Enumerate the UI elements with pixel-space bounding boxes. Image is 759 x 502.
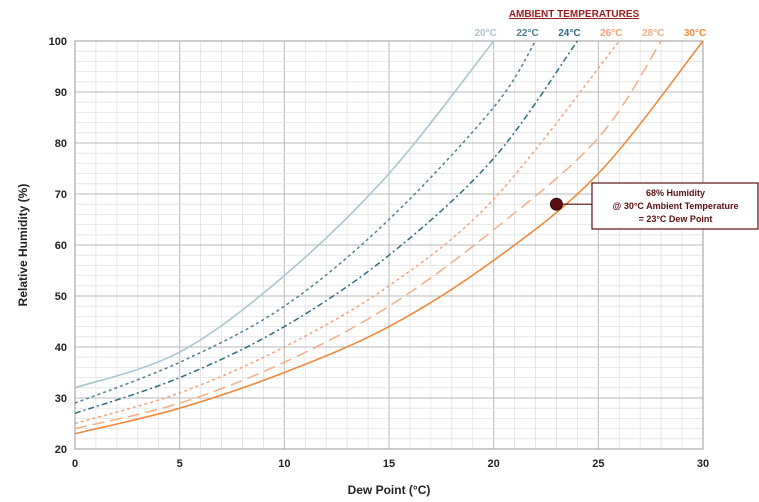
annotation-box [591,182,759,230]
x-tick-label: 10 [278,458,290,470]
y-tick-label: 40 [55,342,67,354]
y-tick-label: 60 [55,240,67,252]
x-tick-label: 5 [177,458,183,470]
plot-border [74,40,704,450]
annotation-marker [549,197,563,211]
annotation-line: = 23°C Dew Point [639,214,713,224]
series-line-24c [74,40,579,415]
y-tick-label: 100 [49,36,67,48]
x-tick-label: 25 [592,458,604,470]
y-axis-title: Relative Humidity (%) [16,184,30,307]
series-line-30c [74,40,704,435]
axes: 0 5 10 15 20 25 30 20 30 40 50 60 70 80 90 100 Dew Point… [16,36,709,497]
y-tick-label: 80 [55,138,67,150]
legend-entry-26c: 26°C [600,28,622,39]
annotation-line: @ 30°C Ambient Temperature [613,201,739,211]
annotation: 68% Humidity @ 30°C Ambient Temperature = … [549,182,759,230]
y-tick-label: 90 [55,87,67,99]
legend-entry-20c: 20°C [474,28,496,39]
grid [74,40,704,450]
series-line-20c [74,40,495,389]
legend-title: AMBIENT TEMPERATURES [509,9,640,20]
y-tick-label: 50 [55,291,67,303]
annotation-line: 68% Humidity [646,188,705,198]
series-lines [74,40,704,435]
legend-entry-22c: 22°C [516,28,538,39]
legend-entry-24c: 24°C [558,28,580,39]
x-tick-label: 20 [488,458,500,470]
legend-entry-28c: 28°C [642,28,664,39]
x-tick-label: 0 [72,458,78,470]
y-tick-label: 70 [55,189,67,201]
x-tick-label: 15 [383,458,395,470]
x-tick-label: 30 [697,458,709,470]
y-tick-label: 20 [55,444,67,456]
series-line-26c [74,40,620,425]
legend-entry-30c: 30°C [684,28,706,39]
y-tick-label: 30 [55,393,67,405]
legend: AMBIENT TEMPERATURES 20°C 22°C 24°C 26°C 28°C… [474,9,706,39]
x-axis-title: Dew Point (°C) [348,483,431,497]
